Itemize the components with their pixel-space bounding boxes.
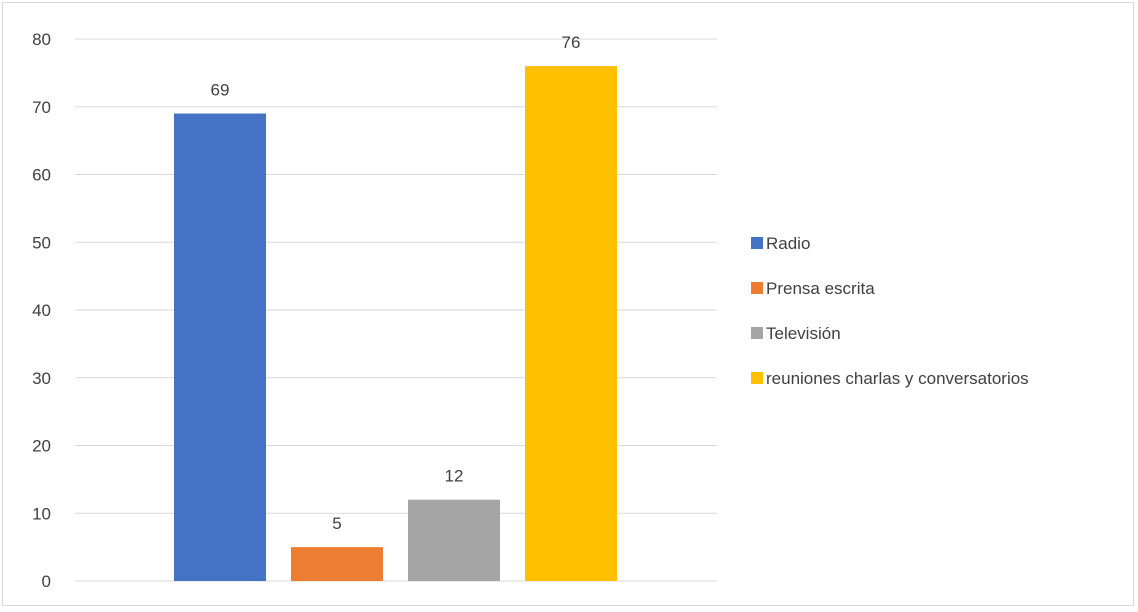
y-axis-tick-labels: 0 10 20 30 40 50 60 70 80 — [32, 30, 51, 591]
legend-label: reuniones charlas y conversatorios — [766, 369, 1029, 388]
legend-label: Televisión — [766, 324, 841, 343]
bars — [174, 66, 617, 582]
legend-label: Radio — [766, 234, 810, 253]
legend-item: Prensa escrita — [751, 279, 875, 298]
legend-item: Radio — [751, 234, 810, 253]
data-label: 76 — [562, 33, 581, 52]
data-label: 12 — [445, 467, 464, 486]
bar-reuniones-charlas-y-conversatorios — [525, 66, 617, 582]
y-tick-label: 70 — [32, 98, 51, 117]
y-tick-label: 40 — [32, 301, 51, 320]
legend-label: Prensa escrita — [766, 279, 875, 298]
legend-swatch — [751, 327, 763, 339]
bar-prensa-escrita — [291, 547, 383, 581]
legend-swatch — [751, 372, 763, 384]
data-label: 5 — [332, 514, 341, 533]
bar-televisi-n — [408, 499, 500, 581]
legend-item: Televisión — [751, 324, 841, 343]
bar-radio — [174, 113, 266, 582]
data-labels: 69 5 12 76 — [211, 33, 581, 533]
y-tick-label: 0 — [42, 572, 51, 591]
y-tick-label: 50 — [32, 233, 51, 252]
y-tick-label: 10 — [32, 504, 51, 523]
y-tick-label: 30 — [32, 369, 51, 388]
legend-swatch — [751, 237, 763, 249]
legend: Radio Prensa escrita Televisión reuniones c… — [751, 234, 1029, 388]
legend-item: reuniones charlas y conversatorios — [751, 369, 1029, 388]
gridlines — [75, 38, 717, 582]
legend-swatch — [751, 282, 763, 294]
y-tick-label: 20 — [32, 437, 51, 456]
data-label: 69 — [211, 81, 230, 100]
y-tick-label: 80 — [32, 30, 51, 49]
bar-chart: 0 10 20 30 40 50 60 70 80 69 5 12 76 Radio Prensa es… — [32, 30, 1029, 591]
y-tick-label: 60 — [32, 166, 51, 185]
